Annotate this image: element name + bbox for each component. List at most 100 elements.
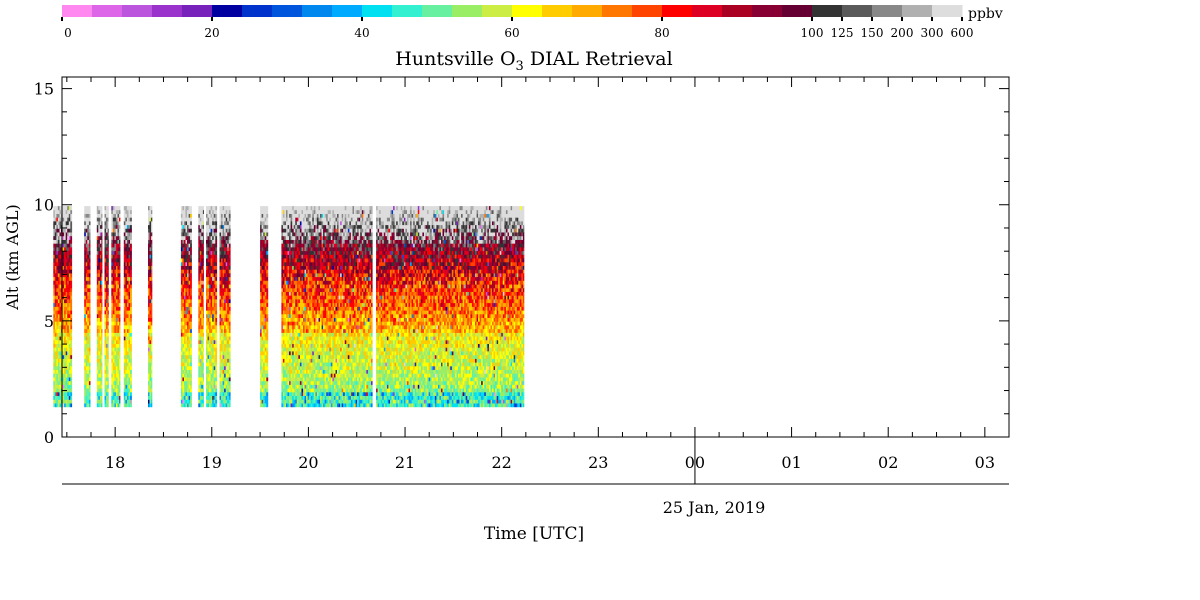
heatmap-cell xyxy=(303,243,305,248)
heatmap-cell xyxy=(190,239,192,244)
heatmap-cell xyxy=(151,325,153,330)
heatmap-cell xyxy=(130,380,132,385)
heatmap-cell xyxy=(201,399,204,404)
heatmap-cell xyxy=(96,328,99,333)
heatmap-cell xyxy=(316,306,319,311)
heatmap-cell xyxy=(184,362,186,367)
heatmap-cell xyxy=(115,232,118,237)
heatmap-cell xyxy=(57,306,60,311)
heatmap-cell xyxy=(62,221,65,226)
heatmap-cell xyxy=(101,373,103,378)
heatmap-cell xyxy=(202,362,204,367)
heatmap-cell xyxy=(112,224,115,229)
heatmap-cell xyxy=(53,221,56,226)
heatmap-cell xyxy=(180,224,183,229)
heatmap-cell xyxy=(190,336,192,341)
heatmap-cell xyxy=(64,321,66,326)
heatmap-cell xyxy=(67,399,70,404)
heatmap-cell xyxy=(299,232,302,237)
heatmap-cell xyxy=(207,302,210,307)
heatmap-cell xyxy=(228,403,231,408)
heatmap-cell xyxy=(301,280,304,285)
heatmap-cell xyxy=(123,232,126,237)
heatmap-cell xyxy=(119,332,121,337)
heatmap-cell xyxy=(303,299,305,304)
heatmap-cell xyxy=(266,250,269,255)
heatmap-cell xyxy=(180,273,183,278)
heatmap-cell xyxy=(96,332,99,337)
heatmap-cell xyxy=(264,373,267,378)
heatmap-cell xyxy=(213,291,216,296)
heatmap-cell xyxy=(307,250,310,255)
heatmap-cell xyxy=(53,213,56,218)
heatmap-cell xyxy=(68,206,71,211)
heatmap-cell xyxy=(151,399,153,404)
heatmap-cell xyxy=(106,273,108,278)
colorbar-swatch xyxy=(152,5,183,17)
heatmap-cell xyxy=(310,269,313,274)
heatmap-cell xyxy=(96,221,99,226)
heatmap-cell xyxy=(54,336,57,341)
heatmap-cell xyxy=(98,247,101,252)
heatmap-cell xyxy=(185,343,188,348)
heatmap-cell xyxy=(312,287,315,292)
heatmap-cell xyxy=(293,239,296,244)
heatmap-cell xyxy=(101,232,103,237)
heatmap-cell xyxy=(84,384,87,389)
heatmap-cell xyxy=(199,221,202,226)
heatmap-cell xyxy=(187,224,189,229)
heatmap-cell xyxy=(85,217,88,222)
heatmap-cell xyxy=(59,287,62,292)
heatmap-cell xyxy=(180,206,183,211)
heatmap-cell xyxy=(313,247,316,252)
heatmap-cell xyxy=(101,239,103,244)
heatmap-cell xyxy=(266,351,269,356)
heatmap-cell xyxy=(293,250,296,255)
heatmap-cell xyxy=(119,325,121,330)
heatmap-cell xyxy=(207,321,210,326)
heatmap-cell xyxy=(215,388,218,393)
heatmap-cell xyxy=(215,358,218,363)
heatmap-cell xyxy=(125,273,128,278)
heatmap-cell xyxy=(228,232,231,237)
heatmap-cell xyxy=(114,221,117,226)
heatmap-cell xyxy=(182,243,185,248)
heatmap-cell xyxy=(261,239,264,244)
heatmap-cell xyxy=(201,224,204,229)
heatmap-cell xyxy=(125,377,128,382)
heatmap-cell xyxy=(315,395,318,400)
heatmap-cell xyxy=(53,258,56,263)
heatmap-cell xyxy=(290,235,293,240)
heatmap-cell xyxy=(209,287,211,292)
heatmap-cell xyxy=(57,325,60,330)
heatmap-cell xyxy=(62,399,65,404)
heatmap-cell xyxy=(62,254,65,259)
heatmap-cell xyxy=(188,343,191,348)
heatmap-cell xyxy=(206,209,208,214)
heatmap-cell xyxy=(315,377,318,382)
heatmap-cell xyxy=(224,369,226,374)
heatmap-cell xyxy=(228,347,231,352)
heatmap-cell xyxy=(98,339,101,344)
heatmap-cell xyxy=(104,369,107,374)
heatmap-cell xyxy=(282,403,285,408)
heatmap-cell xyxy=(224,351,226,356)
heatmap-cell xyxy=(260,209,262,214)
heatmap-cell xyxy=(59,299,62,304)
heatmap-cell xyxy=(148,399,150,404)
heatmap-cell xyxy=(260,373,262,378)
heatmap-cell xyxy=(107,343,109,348)
heatmap-cell xyxy=(316,280,319,285)
heatmap-cell xyxy=(67,209,70,214)
heatmap-cell xyxy=(198,228,201,233)
heatmap-cell xyxy=(67,384,70,389)
heatmap-cell xyxy=(149,306,152,311)
heatmap-cell xyxy=(315,302,318,307)
heatmap-cell xyxy=(187,365,189,370)
heatmap-cell xyxy=(290,258,293,263)
heatmap-cell xyxy=(215,391,218,396)
heatmap-cell xyxy=(151,365,153,370)
heatmap-cell xyxy=(62,235,65,240)
heatmap-cell xyxy=(282,347,285,352)
heatmap-cell xyxy=(180,313,183,318)
